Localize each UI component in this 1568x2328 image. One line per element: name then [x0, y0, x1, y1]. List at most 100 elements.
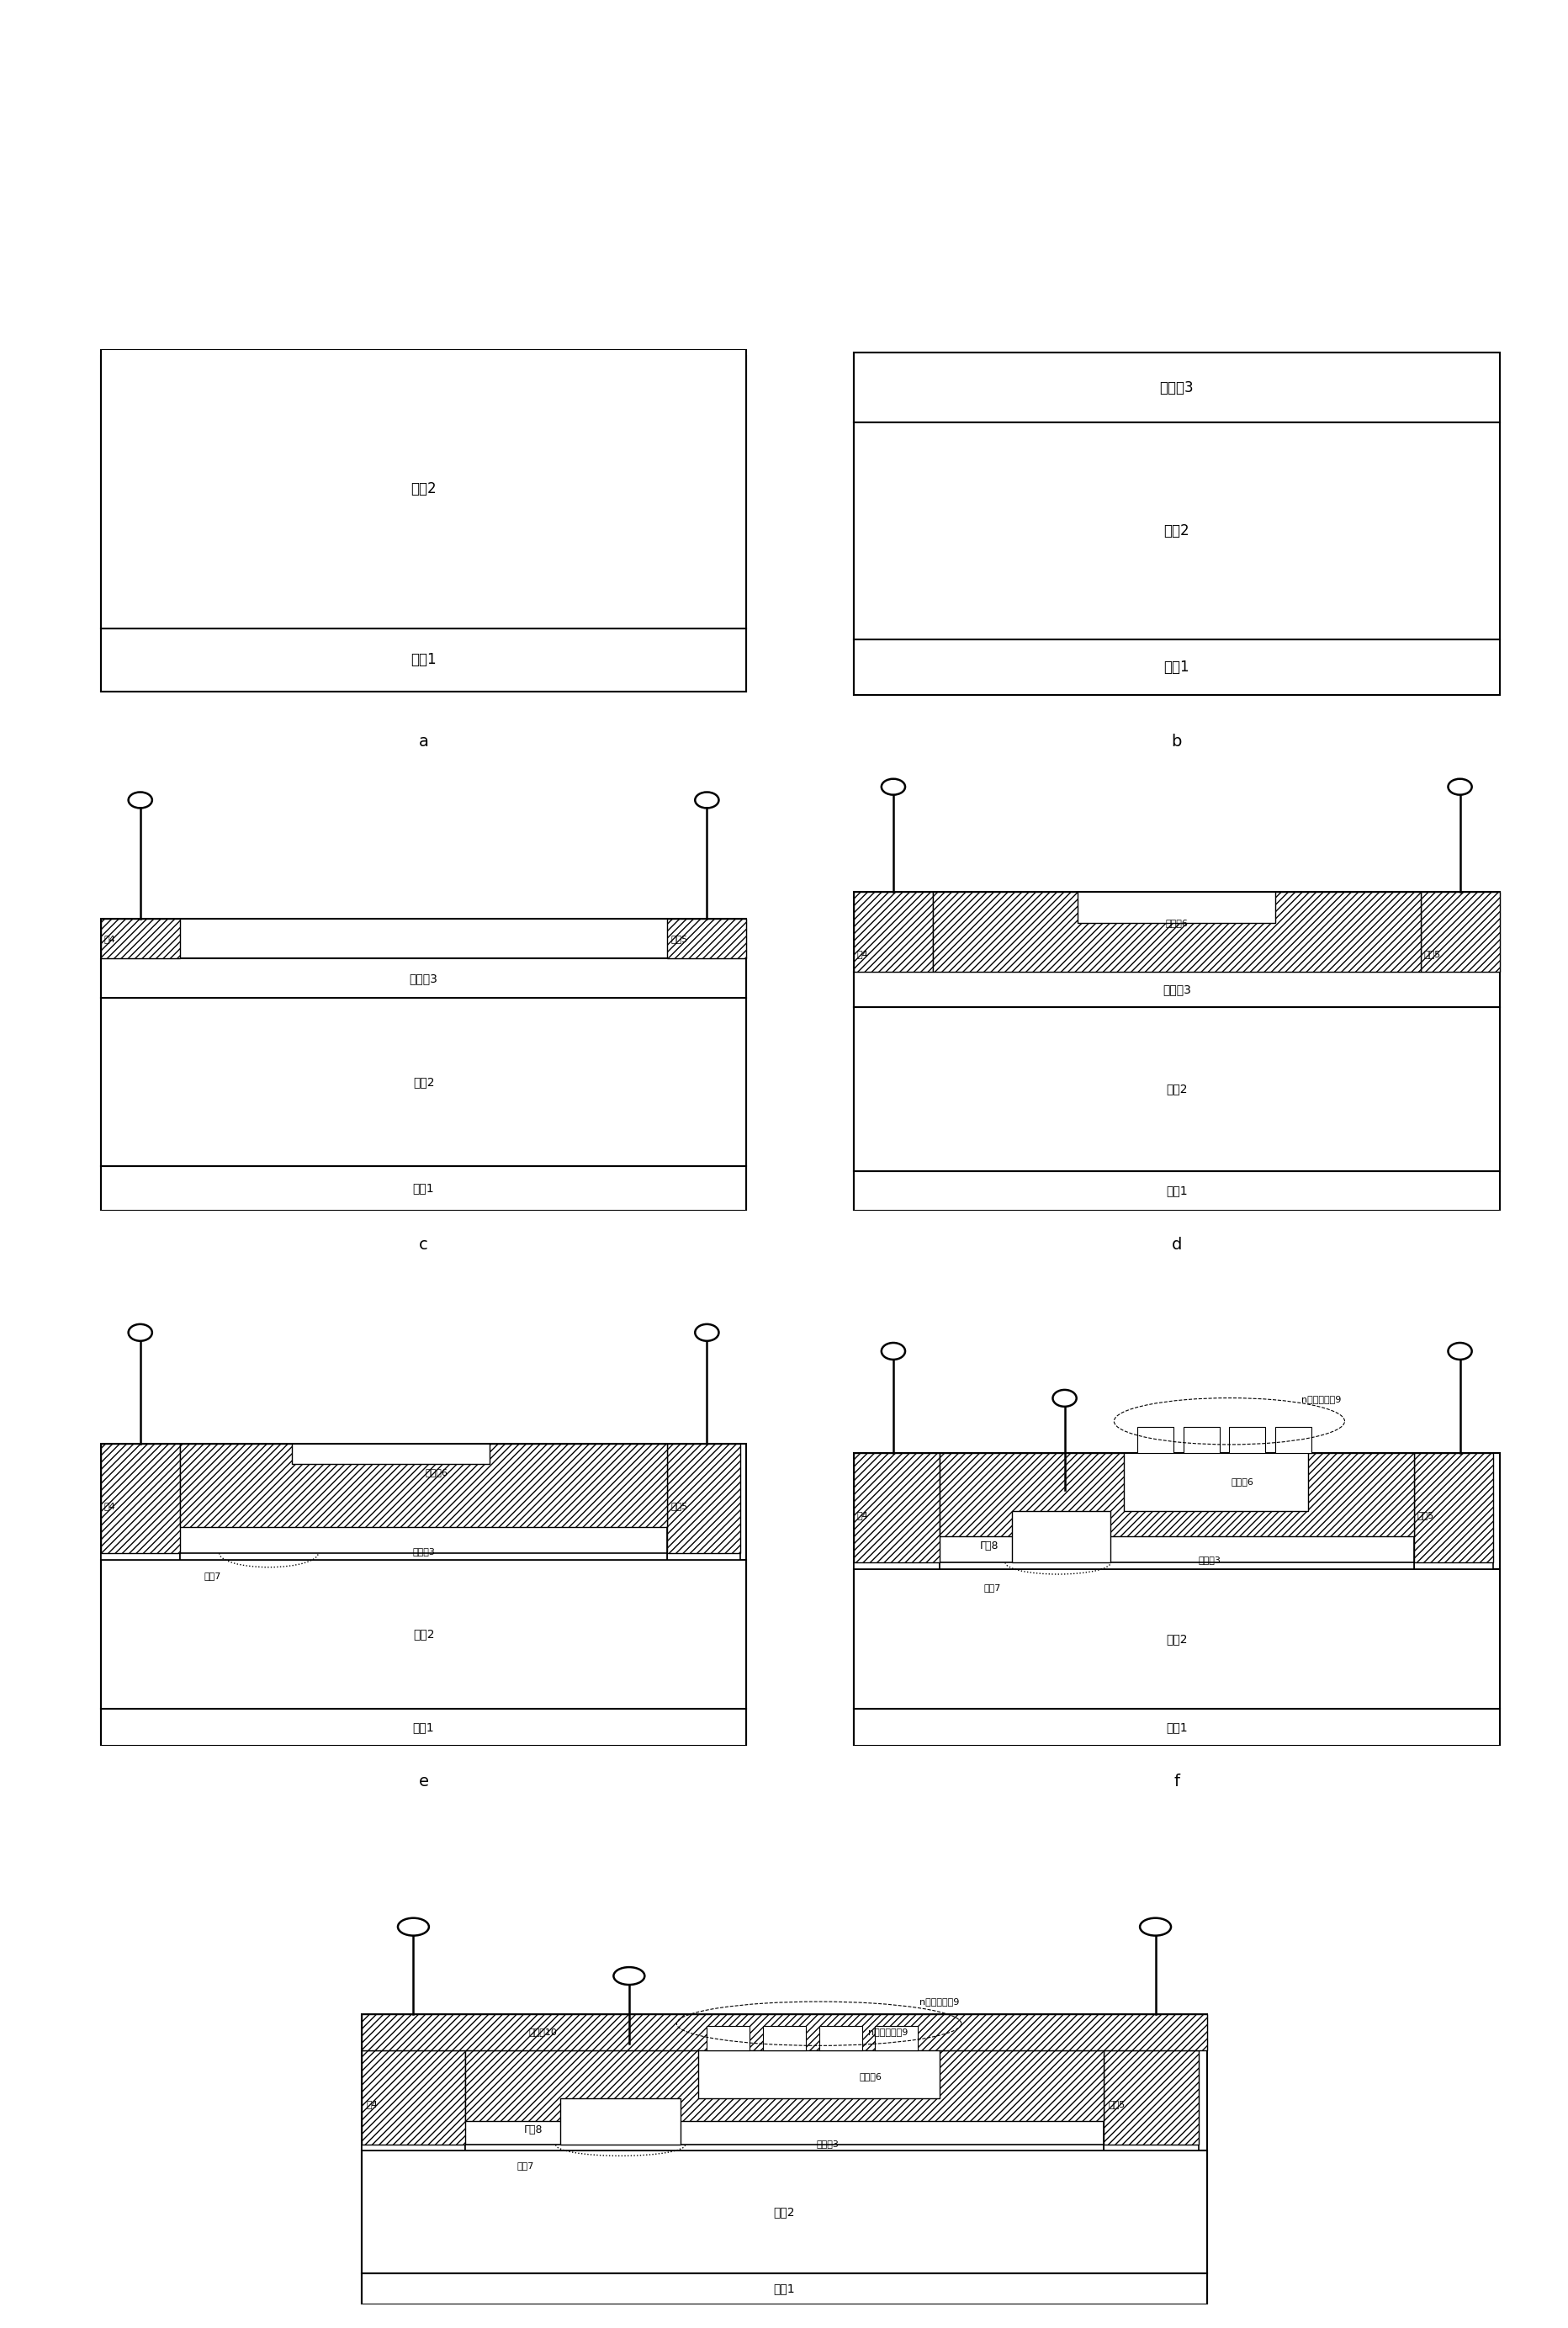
Text: 凹槗7: 凹槗7 — [204, 1571, 221, 1581]
Text: 漏权5: 漏权5 — [1424, 950, 1439, 959]
Text: 过渖2: 过渖2 — [412, 1076, 434, 1087]
Text: 衆帱1: 衆帱1 — [773, 2284, 795, 2295]
Bar — [1413, 1536, 1493, 1569]
Text: 势垒南3: 势垒南3 — [1198, 1555, 1220, 1564]
Bar — [853, 971, 1499, 1008]
Bar — [100, 349, 746, 629]
Text: 钒化南6: 钒化南6 — [425, 1469, 448, 1476]
Text: n个浮空场朆9: n个浮空场朆9 — [1301, 1394, 1341, 1404]
Bar — [361, 2272, 1207, 2305]
Bar — [1419, 892, 1499, 971]
Text: 保护层10: 保护层10 — [528, 2028, 557, 2037]
Bar — [100, 1709, 746, 1746]
Text: 钒化南6: 钒化南6 — [1231, 1478, 1253, 1485]
Bar — [361, 2014, 1207, 2051]
Text: 钒化南6: 钒化南6 — [859, 2072, 881, 2081]
Text: 源4: 源4 — [856, 950, 869, 959]
Text: 源4: 源4 — [856, 1511, 869, 1520]
Text: 漏权5: 漏权5 — [1416, 1511, 1433, 1520]
Bar — [100, 920, 180, 959]
Bar — [1104, 2051, 1198, 2144]
PathPatch shape — [933, 892, 1419, 971]
Bar — [100, 920, 746, 1211]
Bar — [853, 1569, 1499, 1709]
Text: 源4: 源4 — [103, 1502, 116, 1511]
Bar — [361, 2151, 1207, 2272]
Text: 漏权5: 漏权5 — [670, 1502, 687, 1511]
Text: b: b — [1171, 733, 1181, 750]
PathPatch shape — [180, 1443, 666, 1527]
Bar — [1413, 1453, 1493, 1562]
Text: 源4: 源4 — [365, 2100, 378, 2109]
Bar — [560, 2098, 681, 2144]
Bar — [853, 892, 933, 971]
Bar — [100, 959, 746, 999]
Bar — [1011, 1511, 1110, 1562]
Bar — [853, 424, 1499, 638]
Bar — [100, 1443, 180, 1553]
Bar — [853, 1453, 939, 1562]
Text: Γ栄8: Γ栄8 — [980, 1541, 999, 1553]
Bar — [361, 2121, 464, 2151]
Text: e: e — [419, 1774, 428, 1790]
PathPatch shape — [464, 2051, 1104, 2121]
Bar — [1275, 1427, 1311, 1453]
Text: n个浮空场朆9: n个浮空场朆9 — [867, 2028, 908, 2037]
Bar — [180, 1553, 666, 1560]
Bar — [361, 2014, 1207, 2305]
Bar — [853, 640, 1499, 694]
Bar — [762, 2025, 806, 2051]
Bar — [100, 1166, 746, 1211]
Bar — [853, 352, 1499, 424]
Text: 过渖2: 过渖2 — [412, 1627, 434, 1641]
Bar — [1104, 2121, 1198, 2151]
Text: 过渖2: 过渖2 — [1165, 1632, 1187, 1646]
Bar — [100, 1443, 746, 1746]
Bar — [853, 1171, 1499, 1211]
Bar — [100, 1560, 746, 1709]
Text: 衆帱1: 衆帱1 — [1165, 1185, 1187, 1197]
Text: 衆帱1: 衆帱1 — [412, 1720, 434, 1734]
Text: 势垒南3: 势垒南3 — [1162, 982, 1190, 996]
Bar — [939, 1562, 1413, 1569]
Text: 势垒南3: 势垒南3 — [815, 2139, 839, 2149]
Bar — [100, 1527, 180, 1560]
Text: 势垒南3: 势垒南3 — [1159, 379, 1193, 396]
Text: 漏权5: 漏权5 — [670, 934, 687, 943]
Bar — [853, 1709, 1499, 1746]
Text: 衆帱1: 衆帱1 — [1163, 659, 1189, 675]
Bar — [1137, 1427, 1173, 1453]
Bar — [666, 1443, 740, 1553]
Text: 过渖2: 过渖2 — [773, 2207, 795, 2219]
PathPatch shape — [939, 1453, 1413, 1536]
Text: c: c — [419, 1236, 428, 1252]
Text: n个浮空场朆9: n个浮空场朆9 — [919, 1997, 960, 2007]
Text: 漏权5: 漏权5 — [1107, 2100, 1124, 2109]
Text: a: a — [419, 733, 428, 750]
Text: 过渖2: 过渖2 — [1163, 524, 1189, 538]
Bar — [666, 1527, 740, 1560]
Text: 衆帱1: 衆帱1 — [411, 652, 436, 668]
Bar — [1229, 1427, 1265, 1453]
Bar — [853, 1536, 939, 1569]
Bar — [875, 2025, 917, 2051]
Text: 过渖2: 过渖2 — [1165, 1083, 1187, 1094]
Text: Γ栄8: Γ栄8 — [524, 2125, 543, 2135]
Bar — [1182, 1427, 1218, 1453]
Bar — [853, 1453, 1499, 1746]
Text: 衆帱1: 衆帱1 — [1165, 1720, 1187, 1734]
Text: 钒化南6: 钒化南6 — [1165, 920, 1187, 927]
Bar — [706, 2025, 750, 2051]
Bar — [100, 999, 746, 1166]
Text: 凹槗7: 凹槗7 — [983, 1583, 1000, 1592]
Text: 衆帱1: 衆帱1 — [412, 1183, 434, 1194]
Bar — [100, 629, 746, 691]
Bar — [818, 2025, 862, 2051]
Text: f: f — [1173, 1774, 1179, 1790]
Bar — [666, 920, 746, 959]
Bar — [464, 2144, 1102, 2151]
Bar — [361, 2051, 464, 2144]
Text: 源4: 源4 — [103, 934, 116, 943]
Text: 势垒南3: 势垒南3 — [412, 1548, 434, 1555]
Bar — [853, 1008, 1499, 1171]
